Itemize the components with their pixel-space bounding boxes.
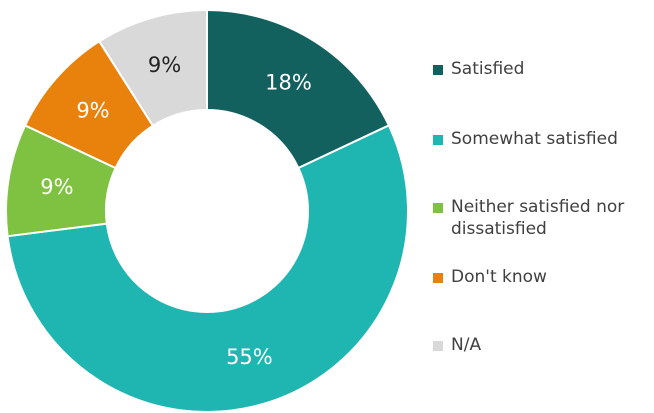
legend-swatch bbox=[433, 273, 443, 283]
legend-swatch bbox=[433, 203, 443, 213]
legend-item-neither-satisfied-nor-dissatisfied: Neither satisfied nor dissatisfied bbox=[433, 196, 654, 240]
legend-label: Don't know bbox=[451, 267, 547, 287]
slice-label-n-a: 9% bbox=[148, 53, 181, 77]
legend-item-don-t-know: Don't know bbox=[433, 266, 654, 288]
legend-label: N/A bbox=[451, 335, 482, 355]
slice-label-neither-satisfied-nor-dissatisfied: 9% bbox=[40, 175, 73, 199]
legend-label: Somewhat satisfied bbox=[451, 129, 618, 149]
slice-satisfied bbox=[206, 8, 391, 170]
slice-label-somewhat-satisfied: 55% bbox=[226, 345, 273, 369]
slice-label-don-t-know: 9% bbox=[76, 98, 109, 122]
slice-n-a bbox=[97, 8, 208, 128]
legend-label: Satisfied bbox=[451, 59, 525, 79]
legend-item-somewhat-satisfied: Somewhat satisfied bbox=[433, 128, 654, 150]
legend-item-satisfied: Satisfied bbox=[433, 58, 654, 80]
legend-swatch bbox=[433, 65, 443, 75]
slice-somewhat-satisfied bbox=[6, 124, 409, 413]
legend-swatch bbox=[433, 135, 443, 145]
slice-label-satisfied: 18% bbox=[265, 71, 312, 95]
legend-label: Neither satisfied nor dissatisfied bbox=[451, 197, 625, 239]
legend-item-n-a: N/A bbox=[433, 334, 654, 356]
legend-swatch bbox=[433, 341, 443, 351]
